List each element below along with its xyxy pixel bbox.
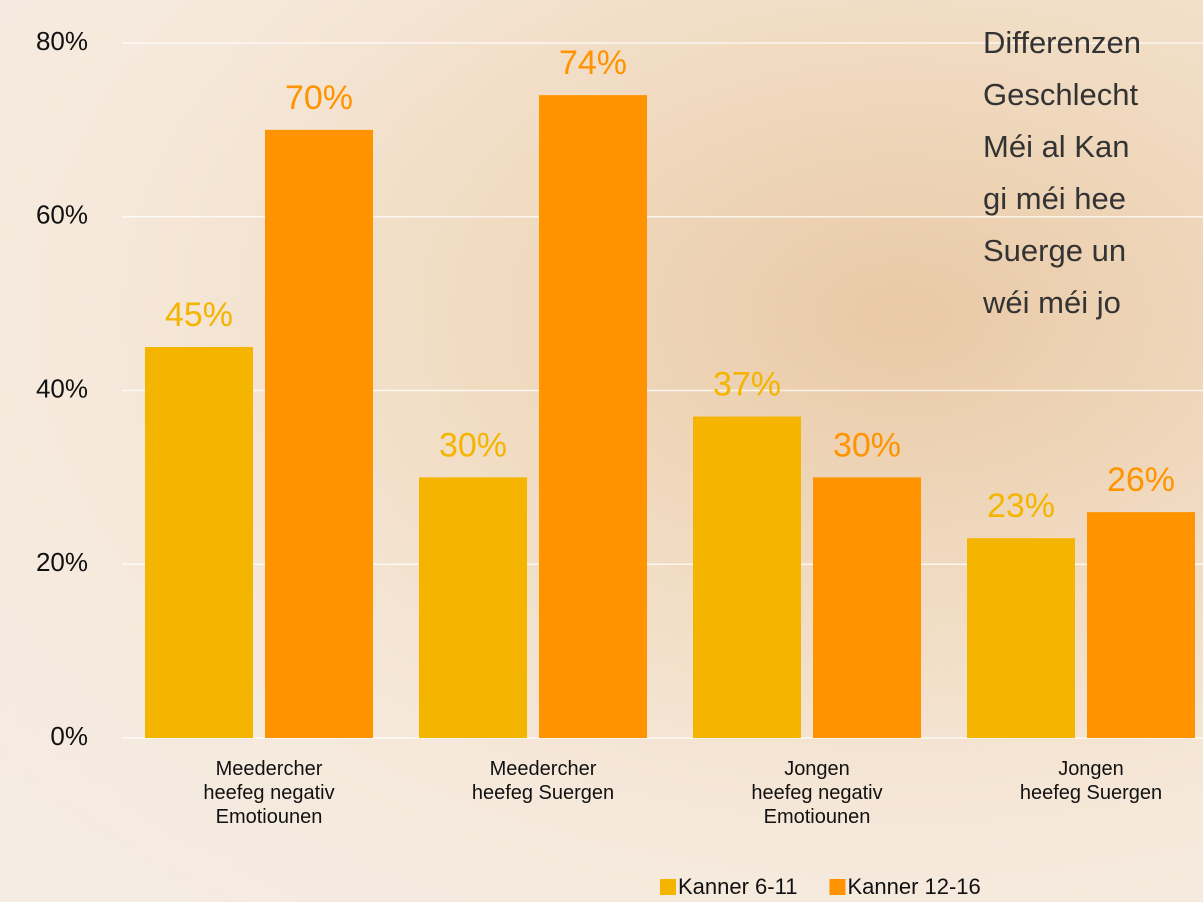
y-tick-label: 60% (36, 200, 88, 230)
value-label: 23% (987, 487, 1055, 525)
value-label: 37% (713, 366, 781, 404)
x-tick-label: Jongen heefeg Suergen (1019, 758, 1163, 804)
x-tick-label: Jongen heefeg negativ Emotiounen (751, 758, 883, 828)
bar (813, 477, 921, 738)
bar (693, 416, 801, 738)
legend-label: Kanner 12-16 (847, 874, 980, 899)
y-tick-label: 0% (50, 721, 88, 751)
y-tick-label: 20% (36, 547, 88, 577)
value-label: 70% (285, 79, 353, 117)
annotation: wéi méi jo (982, 285, 1121, 320)
bar (265, 129, 373, 738)
x-tick-label: Meedercher heefeg negativ Emotiounen (203, 758, 335, 828)
value-label: 30% (439, 426, 507, 464)
bar (967, 538, 1075, 738)
legend-label: Kanner 6-11 (678, 874, 797, 899)
bar (1087, 512, 1195, 738)
legend-swatch (829, 879, 846, 895)
y-tick-label: 80% (36, 26, 88, 56)
annotation: gi méi hee (983, 181, 1126, 216)
annotation: Suerge un (983, 233, 1126, 268)
x-tick-label: Meedercher heefeg Suergen (471, 758, 615, 804)
annotation: Méi al Kan (983, 129, 1129, 164)
value-label: 74% (559, 44, 627, 82)
legend-swatch (660, 879, 676, 895)
bar (539, 95, 647, 738)
y-tick-label: 40% (36, 373, 88, 403)
bar (145, 347, 253, 738)
annotation: Geschlecht (983, 77, 1138, 112)
value-label: 26% (1107, 461, 1175, 499)
annotation: Differenzen (983, 25, 1141, 60)
value-label: 30% (833, 426, 901, 464)
value-label: 45% (165, 296, 233, 334)
bar (419, 477, 527, 738)
